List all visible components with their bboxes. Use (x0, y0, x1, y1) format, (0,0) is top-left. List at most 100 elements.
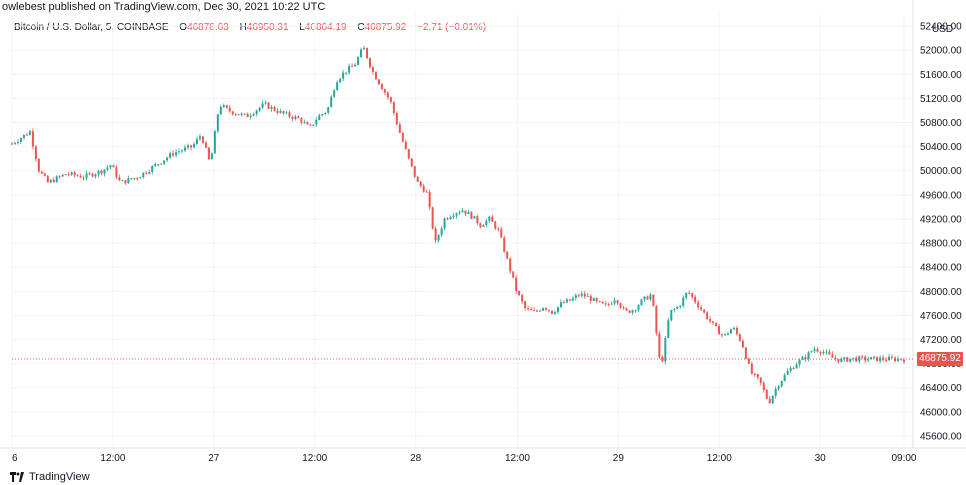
candle-body (849, 358, 852, 362)
price-tick-label: 49600.00 (920, 190, 962, 201)
candle-body (124, 180, 127, 184)
candle-body (443, 218, 446, 229)
candle-body (762, 383, 765, 390)
price-tick-label: 50000.00 (920, 166, 962, 177)
candle-body (643, 296, 646, 300)
candle-body (333, 90, 336, 97)
candle-body (744, 347, 747, 359)
candle-body (288, 112, 291, 117)
candle-body (130, 178, 133, 180)
price-tick-label: 45600.00 (920, 431, 962, 442)
tradingview-brand: TradingView (29, 471, 90, 483)
candle-body (181, 150, 184, 152)
candle-body (300, 118, 303, 123)
candle-body (747, 358, 750, 364)
candle-body (360, 49, 363, 58)
candle-body (673, 308, 676, 310)
time-tick-label: 6 (12, 453, 18, 464)
time-tick-label: 30 (815, 453, 827, 464)
candle-body (175, 152, 178, 156)
candle-body (339, 78, 342, 83)
candle-body (419, 181, 422, 187)
candle-body (738, 334, 741, 341)
price-tick-label: 50800.00 (920, 118, 962, 129)
candle-body (189, 145, 192, 148)
candle-body (401, 132, 404, 142)
candle-body (625, 308, 628, 311)
candle-body (109, 165, 112, 168)
candle-body (634, 310, 637, 312)
candle-body (556, 306, 559, 313)
candle-body (902, 359, 905, 362)
candle-body (395, 113, 398, 125)
candle-body (628, 310, 631, 313)
candle-body (622, 307, 625, 309)
candle-body (363, 47, 366, 50)
candle-body (712, 321, 715, 323)
candle-body (759, 377, 762, 384)
candle-body (374, 72, 377, 80)
candle-body (879, 357, 882, 362)
candle-body (321, 114, 324, 116)
candle-body (688, 292, 691, 294)
candle-body (583, 293, 586, 297)
candle-body (735, 327, 738, 335)
tradingview-logo-icon (10, 472, 24, 482)
candle-body (377, 79, 380, 85)
candle-body (676, 306, 679, 309)
price-tick-label: 52400.00 (920, 22, 962, 33)
candle-body (225, 105, 228, 108)
candle-body (210, 153, 213, 160)
candle-body (297, 116, 300, 119)
candle-body (187, 145, 190, 148)
candle-body (118, 177, 121, 181)
candle-body (371, 67, 374, 73)
candle-body (204, 142, 207, 148)
candle-body (461, 210, 464, 213)
candle-body (753, 373, 756, 375)
candle-body (807, 352, 810, 360)
candle-body (536, 310, 539, 312)
candle-body (640, 299, 643, 306)
candle-body (741, 340, 744, 348)
candle-body (577, 295, 580, 297)
candle-body (852, 357, 855, 359)
candle-body (723, 333, 726, 335)
change-value: −2.71 (−0.01%) (417, 22, 487, 33)
candle-body (264, 102, 267, 104)
candle-body (604, 303, 607, 305)
candle-body (351, 66, 354, 68)
candle-body (82, 177, 85, 179)
candle-body (172, 153, 175, 156)
candle-body (258, 107, 261, 111)
candle-body (88, 173, 91, 175)
candle-body (431, 207, 434, 229)
candle-body (31, 131, 34, 147)
candle-body (637, 305, 640, 311)
candle-body (112, 165, 115, 168)
candle-body (488, 216, 491, 221)
candle-body (756, 374, 759, 378)
candle-body (553, 312, 556, 314)
candle-body (324, 112, 327, 115)
candle-body (252, 114, 255, 116)
candle-body (261, 103, 264, 108)
open-value: 46878.63 (187, 22, 229, 33)
candle-body (231, 111, 234, 115)
candle-body (595, 298, 598, 302)
low-value: 46864.19 (304, 22, 347, 33)
candle-body (413, 166, 416, 177)
time-tick-label: 27 (208, 453, 220, 464)
candle-body (834, 357, 837, 359)
candle-body (437, 235, 440, 241)
candle-body (85, 173, 88, 178)
tradingview-footer[interactable]: TradingView (10, 471, 90, 483)
candle-body (154, 164, 157, 167)
candle-body (184, 147, 187, 151)
candle-body (810, 351, 813, 353)
candle-body (894, 357, 897, 361)
candle-body (568, 299, 571, 301)
candle-body (64, 174, 67, 176)
time-axis: 6 12:00 27 12:00 28 12:00 29 12:00 30 09:00 (12, 453, 917, 464)
